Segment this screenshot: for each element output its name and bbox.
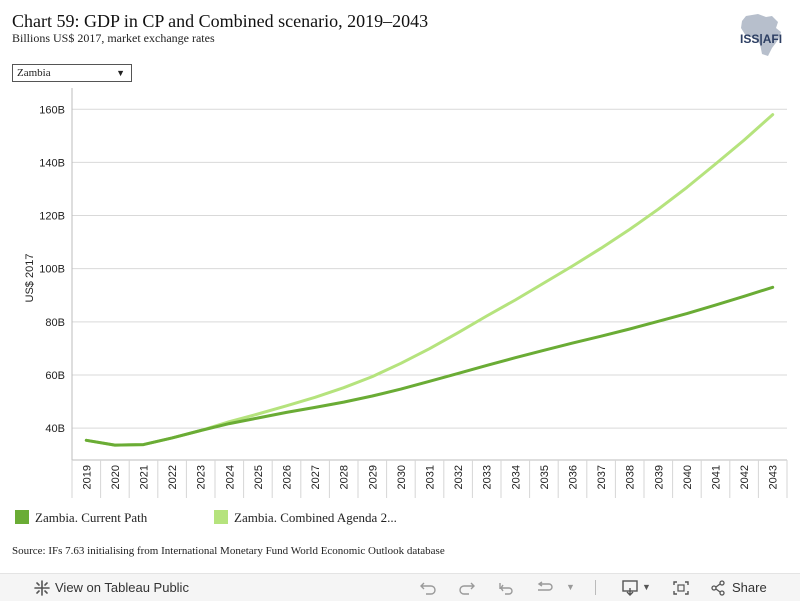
series-line-current-path bbox=[84, 285, 775, 447]
fullscreen-button[interactable] bbox=[672, 574, 690, 601]
x-tick-label: 2024 bbox=[224, 465, 236, 489]
legend-swatch-current-path bbox=[15, 510, 29, 524]
fullscreen-icon bbox=[673, 580, 689, 595]
x-tick-label: 2019 bbox=[81, 465, 93, 489]
legend-swatch-combined bbox=[214, 510, 228, 524]
legend-item-current-path[interactable]: Zambia. Current Path bbox=[15, 510, 147, 528]
toolbar-divider bbox=[595, 574, 596, 601]
redo-button[interactable] bbox=[458, 574, 476, 601]
x-tick-label: 2037 bbox=[596, 465, 608, 489]
undo-button[interactable] bbox=[419, 574, 437, 601]
x-tick-label: 2022 bbox=[167, 465, 179, 489]
x-tick-label: 2029 bbox=[367, 465, 379, 489]
x-tick-label: 2023 bbox=[196, 465, 208, 489]
share-button[interactable]: Share bbox=[710, 574, 767, 601]
tableau-logo-icon bbox=[34, 579, 50, 596]
download-icon bbox=[622, 579, 638, 596]
view-on-tableau-link[interactable]: View on Tableau Public bbox=[34, 574, 189, 601]
source-note: Source: IFs 7.63 initialising from Inter… bbox=[12, 545, 445, 557]
x-tick-label: 2042 bbox=[739, 465, 751, 489]
x-tick-label: 2030 bbox=[396, 465, 408, 489]
y-tick-label: 120B bbox=[39, 211, 65, 223]
caret-down-icon: ▼ bbox=[566, 582, 575, 592]
chart-title: Chart 59: GDP in CP and Combined scenari… bbox=[12, 11, 429, 31]
legend-item-combined[interactable]: Zambia. Combined Agenda 2... bbox=[214, 510, 397, 528]
x-tick-label: 2036 bbox=[568, 465, 580, 489]
refresh-icon bbox=[537, 580, 553, 591]
undo-icon bbox=[420, 582, 436, 595]
refresh-dropdown-button[interactable]: ▼ bbox=[566, 574, 575, 601]
x-tick-label: 2034 bbox=[510, 465, 522, 489]
revert-button[interactable] bbox=[497, 574, 515, 601]
legend-label-combined: Zambia. Combined Agenda 2... bbox=[234, 510, 397, 525]
x-tick-label: 2035 bbox=[539, 465, 551, 489]
y-tick-label: 60B bbox=[45, 370, 65, 382]
x-tick-label: 2021 bbox=[139, 465, 151, 489]
x-tick-label: 2027 bbox=[310, 465, 322, 489]
x-tick-label: 2031 bbox=[425, 465, 437, 489]
x-tick-label: 2028 bbox=[339, 465, 351, 489]
y-tick-label: 160B bbox=[39, 104, 65, 116]
share-label: Share bbox=[732, 580, 767, 595]
x-tick-label: 2041 bbox=[711, 465, 723, 489]
y-tick-label: 140B bbox=[39, 157, 65, 169]
chart-subtitle: Billions US$ 2017, market exchange rates bbox=[12, 31, 215, 45]
x-tick-label: 2020 bbox=[110, 465, 122, 489]
refresh-button[interactable] bbox=[536, 574, 554, 601]
logo-text: ISS|AFI bbox=[740, 32, 782, 46]
legend-label-current-path: Zambia. Current Path bbox=[35, 510, 148, 525]
dropdown-caret-icon: ▼ bbox=[116, 68, 125, 78]
y-tick-label: 80B bbox=[45, 317, 65, 329]
caret-down-icon: ▼ bbox=[642, 582, 651, 592]
x-tick-label: 2040 bbox=[682, 465, 694, 489]
series-line-combined bbox=[84, 113, 775, 447]
country-filter-value: Zambia bbox=[17, 67, 51, 79]
tableau-toolbar: View on Tableau Public ▼ ▼ Share bbox=[0, 573, 800, 601]
download-button[interactable]: ▼ bbox=[621, 574, 651, 601]
x-tick-label: 2025 bbox=[253, 465, 265, 489]
x-tick-label: 2039 bbox=[653, 465, 665, 489]
redo-icon bbox=[459, 582, 475, 595]
x-tick-label: 2032 bbox=[453, 465, 465, 489]
country-filter-dropdown[interactable]: Zambia ▼ bbox=[12, 64, 132, 82]
y-axis-label: US$ 2017 bbox=[24, 254, 36, 303]
y-tick-label: 100B bbox=[39, 264, 65, 276]
revert-icon bbox=[499, 582, 513, 595]
africa-map-icon: ISS|AFI bbox=[740, 14, 782, 56]
view-on-tableau-label: View on Tableau Public bbox=[55, 580, 189, 595]
x-tick-label: 2026 bbox=[282, 465, 294, 489]
line-chart: 40B 60B 80B 100B 120B 140B 160B 2019 2020 2021 202… bbox=[24, 88, 788, 498]
share-icon bbox=[711, 579, 725, 596]
x-tick-label: 2033 bbox=[482, 465, 494, 489]
y-tick-label: 40B bbox=[45, 423, 65, 435]
x-tick-label: 2043 bbox=[768, 465, 780, 489]
x-tick-label: 2038 bbox=[625, 465, 637, 489]
iss-africa-logo: ISS|AFI bbox=[736, 12, 800, 58]
